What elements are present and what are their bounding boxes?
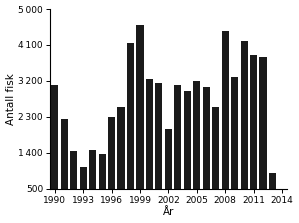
Bar <box>61 119 68 189</box>
Bar <box>174 85 181 189</box>
Bar <box>80 167 87 189</box>
Bar <box>222 31 229 189</box>
Bar <box>269 173 276 189</box>
Bar <box>260 57 267 189</box>
Bar <box>155 83 162 189</box>
Bar <box>231 77 238 189</box>
Bar <box>99 154 106 189</box>
Bar <box>250 55 257 189</box>
Bar <box>51 85 58 189</box>
Bar <box>165 129 172 189</box>
Bar <box>108 117 115 189</box>
Y-axis label: Antall fisk: Antall fisk <box>6 73 16 125</box>
Bar <box>89 150 96 189</box>
Bar <box>136 25 144 189</box>
Bar <box>118 107 125 189</box>
Bar <box>70 151 77 189</box>
Bar <box>127 43 134 189</box>
Bar <box>146 79 153 189</box>
Bar <box>193 81 200 189</box>
Bar <box>212 107 219 189</box>
Bar <box>184 91 191 189</box>
Bar <box>203 87 210 189</box>
Bar <box>241 41 248 189</box>
X-axis label: År: År <box>163 207 174 217</box>
